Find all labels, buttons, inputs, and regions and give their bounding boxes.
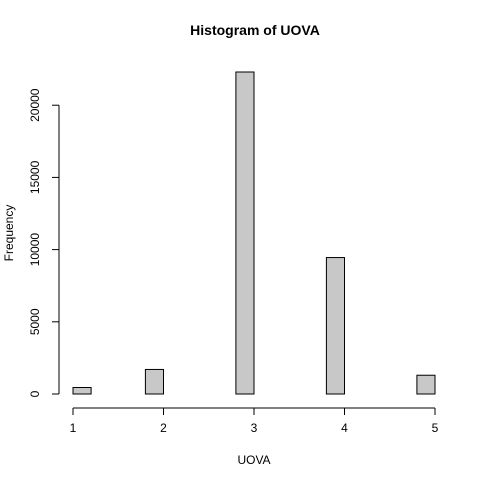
histogram-bar-15 [325, 257, 345, 395]
x-axis-label: UOVA [237, 453, 270, 467]
y-axis-label: Frequency [2, 205, 16, 262]
histogram-bar-20 [416, 374, 436, 395]
y-tick-label: 15000 [28, 160, 42, 194]
x-tick-label: 3 [251, 421, 258, 435]
y-tick-label: 20000 [28, 88, 42, 122]
x-tick-label: 4 [341, 421, 348, 435]
x-tick-label: 2 [160, 421, 167, 435]
x-axis: 1 2 3 4 5 [70, 407, 439, 435]
y-tick-label: 0 [28, 390, 42, 397]
histogram-bar-10 [235, 71, 255, 395]
y-tick-label: 10000 [28, 233, 42, 267]
histogram-bar-1 [72, 387, 92, 395]
x-tick-label: 1 [70, 421, 77, 435]
bars-group [72, 71, 436, 395]
chart-title: Histogram of UOVA [190, 22, 320, 38]
y-tick-label: 5000 [28, 308, 42, 335]
histogram-bar-5 [144, 368, 164, 395]
x-tick-label: 5 [432, 421, 439, 435]
y-axis: 0 5000 10000 15000 20000 [28, 88, 60, 397]
